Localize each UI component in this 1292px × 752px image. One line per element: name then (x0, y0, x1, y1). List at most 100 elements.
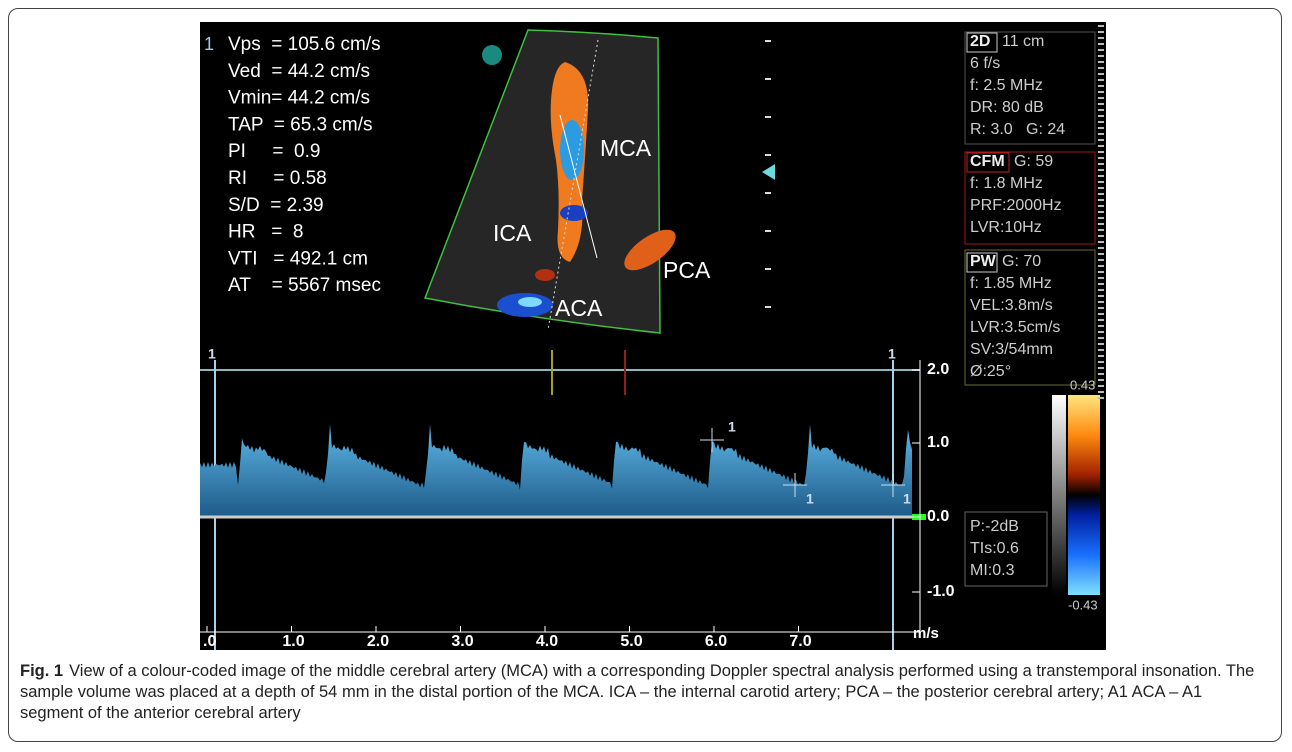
scan-strip (1098, 97, 1104, 99)
scan-strip (1098, 355, 1104, 357)
measurement: Vps = 105.6 cm/s (228, 34, 381, 55)
settings-line: 6 f/s (970, 55, 1000, 72)
time-tick-label: 2.0 (367, 633, 389, 650)
scan-strip (1098, 187, 1104, 189)
scan-strip (1098, 193, 1104, 195)
settings-line: LVR:3.5cm/s (970, 319, 1060, 336)
settings-line: SV:3/54mm (970, 341, 1053, 358)
scan-strip (1098, 325, 1104, 327)
scan-strip (1098, 253, 1104, 255)
depth-mark (765, 116, 771, 118)
vessel-label: PCA (663, 257, 711, 283)
vessel-label: ICA (493, 220, 532, 246)
measurement: RI = 0.58 (228, 168, 327, 189)
settings-line: PRF:2000Hz (970, 197, 1062, 214)
scan-strip (1098, 163, 1104, 165)
scan-strip (1098, 175, 1104, 177)
scan-strip (1098, 295, 1104, 297)
vessel-label: MCA (600, 135, 652, 161)
scan-strip (1098, 145, 1104, 147)
caption: Fig. 1 View of a colour-coded image of th… (20, 661, 1270, 724)
scan-strip (1098, 331, 1104, 333)
settings-line: DR: 80 dB (970, 99, 1044, 116)
spectrum-marker: 1 (208, 346, 216, 362)
scan-strip (1098, 307, 1104, 309)
scan-strip (1098, 379, 1104, 381)
settings-header: PW (970, 253, 997, 270)
depth-mark (765, 154, 771, 156)
settings-header: 2D (970, 33, 990, 50)
scan-strip (1098, 241, 1104, 243)
color-flow (497, 39, 676, 331)
scan-strip (1098, 361, 1104, 363)
scan-strip (1098, 289, 1104, 291)
scan-strip (1098, 217, 1104, 219)
measurement: HR = 8 (228, 222, 304, 243)
spectrum-marker: 1 (806, 491, 814, 507)
scan-strip (1098, 283, 1104, 285)
settings-line: R: 3.0 G: 24 (970, 121, 1065, 138)
scan-strip (1098, 205, 1104, 207)
measurement: VTI = 492.1 cm (228, 248, 368, 269)
scan-strip (1098, 157, 1104, 159)
scan-strip (1098, 235, 1104, 237)
settings-box (964, 249, 1096, 386)
measurement: Vmin= 44.2 cm/s (228, 88, 370, 109)
scan-strip (1098, 139, 1104, 141)
scan-strip (1098, 133, 1104, 135)
time-tick-label: 3.0 (451, 633, 473, 650)
settings-line: f: 1.8 MHz (970, 175, 1043, 192)
settings-extra: 11 cm (1002, 33, 1044, 50)
sector (423, 29, 661, 334)
scan-strip (1098, 169, 1104, 171)
measurement: PI = 0.9 (228, 141, 320, 162)
color-scale-max: 0.43 (1070, 377, 1095, 392)
probe-marker (482, 45, 502, 65)
vessel-label: ACA (555, 295, 603, 321)
scan-strip (1098, 67, 1104, 69)
time-tick-label: 1.0 (282, 633, 304, 650)
scan-strip (1098, 271, 1104, 273)
velocity-unit: m/s (913, 625, 939, 642)
scan-strip (1098, 313, 1104, 315)
settings-header-box (966, 32, 998, 53)
time-tick-label: 5.0 (620, 633, 642, 650)
scan-strip (1098, 31, 1104, 33)
scan-strip (1098, 79, 1104, 81)
measurement: AT = 5567 msec (228, 275, 381, 296)
scan-strip (1098, 211, 1104, 213)
time-tick-label: 7.0 (789, 633, 811, 650)
settings-line: f: 2.5 MHz (970, 77, 1043, 94)
color-scale-min: -0.43 (1068, 597, 1098, 612)
settings-line: f: 1.85 MHz (970, 275, 1052, 292)
power-box (964, 511, 1048, 587)
power-setting: P:-2dB (970, 518, 1019, 535)
velocity-tick-label: 1.0 (927, 434, 949, 451)
gray-bar (1052, 395, 1066, 595)
time-tick-label: 6.0 (705, 633, 727, 650)
scan-strip (1098, 391, 1104, 393)
ultrasound-image: 1 Vps = 105.6 cm/s Ved = 44.2 cm/s Vmin= 44… (200, 22, 1106, 650)
settings-header-box (966, 252, 998, 273)
caption-text: View of a colour-coded image of the midd… (20, 662, 1255, 722)
settings-line: VEL:3.8m/s (970, 297, 1053, 314)
figure-frame (8, 8, 1282, 742)
scan-strip (1098, 229, 1104, 231)
scan-strip (1098, 277, 1104, 279)
doppler-spectrum (200, 424, 912, 517)
scan-strip (1098, 55, 1104, 57)
scan-strip (1098, 199, 1104, 201)
scan-strip (1098, 73, 1104, 75)
settings-header: CFM (970, 153, 1005, 170)
scan-strip (1098, 61, 1104, 63)
cursor-number: 1 (204, 34, 214, 54)
settings-box (964, 31, 1096, 145)
power-setting: TIs:0.6 (970, 540, 1019, 557)
spectrum-marker: 1 (728, 419, 736, 435)
time-tick-label: 4.0 (536, 633, 558, 650)
scan-strip (1098, 397, 1104, 399)
power-setting: MI:0.3 (970, 562, 1015, 579)
measurement: TAP = 65.3 cm/s (228, 114, 373, 135)
depth-mark (765, 192, 771, 194)
scan-strip (1098, 373, 1104, 375)
